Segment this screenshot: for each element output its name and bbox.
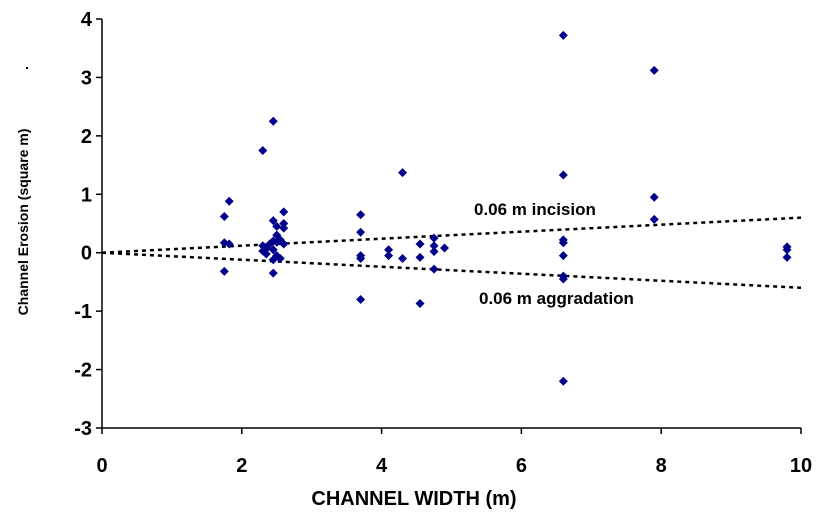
x-axis-title: CHANNEL WIDTH (m)	[311, 488, 516, 510]
data-point	[279, 223, 289, 233]
data-point	[558, 170, 568, 180]
data-point	[356, 210, 366, 220]
data-point	[429, 264, 439, 274]
reference-lines	[101, 216, 802, 290]
data-point	[272, 221, 282, 231]
x-tick-label: 2	[236, 455, 247, 477]
x-tick-label: 0	[96, 455, 107, 477]
y-axis-title-mark: .	[15, 66, 31, 70]
data-point	[558, 274, 568, 284]
data-point	[649, 65, 659, 75]
data-point	[384, 245, 394, 255]
data-point	[224, 196, 234, 206]
aggradation-annotation: 0.06 m aggradation	[479, 289, 634, 308]
data-point	[268, 216, 278, 226]
data-point	[219, 211, 229, 221]
data-point	[219, 266, 229, 276]
y-tick-label: -3	[74, 418, 92, 440]
data-point	[398, 168, 408, 178]
data-point	[429, 233, 439, 243]
data-point	[415, 252, 425, 262]
labels: 0.06 m incision 0.06 m aggradation CHANN…	[15, 66, 634, 510]
data-points	[219, 30, 792, 386]
data-point	[429, 247, 439, 257]
data-point	[558, 30, 568, 40]
data-point	[261, 249, 271, 259]
data-point	[279, 207, 289, 217]
data-point	[558, 238, 568, 248]
x-tick-label: 6	[516, 455, 527, 477]
axes: -3 -2 -1 0 1 2 3 4 0 2 4 6 8 10	[74, 9, 812, 477]
data-point	[782, 245, 792, 255]
data-point	[268, 268, 278, 278]
data-point	[440, 243, 450, 253]
x-tick-label: 4	[376, 455, 388, 477]
data-point	[224, 239, 234, 249]
y-axis-title: Channel Erosion (square m)	[15, 129, 31, 316]
data-point	[649, 192, 659, 202]
x-tick-label: 10	[790, 455, 812, 477]
data-point	[275, 254, 285, 264]
data-point	[279, 219, 289, 228]
y-tick-label: 3	[81, 67, 92, 89]
y-tick-label: 4	[81, 9, 93, 31]
data-point	[384, 251, 394, 261]
aggradation-line	[101, 251, 802, 290]
data-point	[356, 294, 366, 304]
y-tick-label: 0	[81, 243, 92, 265]
data-point	[398, 254, 408, 264]
data-point	[558, 251, 568, 261]
incision-line	[101, 216, 802, 254]
y-tick-label: 2	[81, 126, 92, 148]
data-point	[356, 227, 366, 237]
x-tick-label: 8	[656, 455, 667, 477]
y-tick-label: -1	[74, 301, 92, 323]
data-point	[649, 214, 659, 224]
data-point	[782, 252, 792, 262]
data-point	[268, 116, 278, 126]
data-point	[415, 239, 425, 249]
data-point	[356, 254, 366, 264]
data-point	[279, 239, 289, 249]
data-point	[558, 376, 568, 386]
y-tick-label: 1	[81, 184, 92, 206]
data-point	[415, 299, 425, 309]
data-point	[258, 145, 268, 155]
y-tick-label: -2	[74, 360, 92, 382]
incision-annotation: 0.06 m incision	[474, 200, 596, 219]
data-point	[268, 245, 278, 255]
data-point	[429, 241, 439, 251]
